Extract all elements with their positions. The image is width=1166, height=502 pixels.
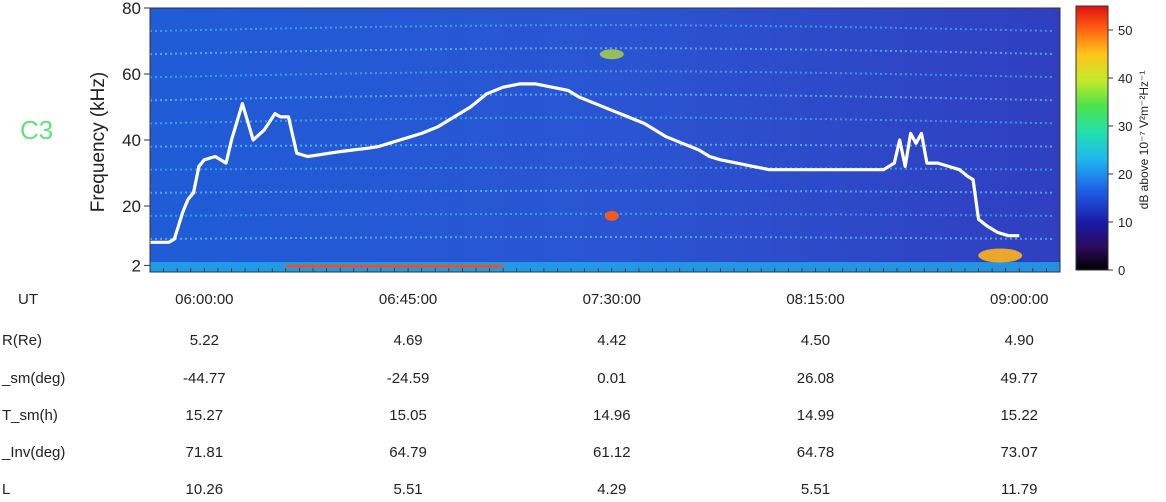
- satellite-label: C3: [20, 115, 53, 145]
- ephemeris-cell: 08:15:00: [786, 291, 844, 308]
- ephemeris-cell: 11.79: [1001, 481, 1037, 498]
- y-tick-label: 20: [122, 197, 141, 216]
- ephemeris-cell: 4.29: [597, 481, 626, 498]
- emission-bands: [150, 24, 1060, 272]
- ephemeris-row-label: _Inv(deg): [1, 444, 65, 461]
- y-tick-label: 40: [122, 131, 141, 150]
- ephemeris-table: UT 06:00:00 06:45:00 07:30:00 08:15:00 09:00:…: [1, 291, 1048, 498]
- y-tick-label: 2: [132, 256, 141, 275]
- y-axis-title: Frequency (kHz): [88, 72, 109, 212]
- ephemeris-cell: -44.77: [183, 370, 226, 387]
- colorbar-tick-label: 40: [1118, 71, 1132, 86]
- ephemeris-cell: 71.81: [186, 444, 224, 461]
- ephemeris-cell: 06:00:00: [175, 291, 233, 308]
- emission-band: [150, 236, 1055, 240]
- y-tick-label: 80: [122, 0, 141, 18]
- ephemeris-cell: 0.01: [597, 370, 626, 387]
- y-axis: 80 60 40 20 2: [122, 0, 150, 275]
- ephemeris-cell: 14.96: [593, 407, 631, 424]
- colorbar-tick-label: 0: [1118, 263, 1125, 278]
- emission-band: [150, 212, 1055, 217]
- x-axis: [149, 268, 1061, 272]
- emission-band: [150, 143, 1055, 148]
- ephemeris-cell: 26.08: [797, 370, 835, 387]
- emission-band: [150, 24, 1055, 33]
- ephemeris-row-label: R(Re): [2, 332, 42, 349]
- emission-band: [150, 70, 1055, 79]
- ephemeris-cell: 07:30:00: [583, 291, 641, 308]
- colorbar-scale: [1075, 5, 1109, 271]
- emission-band: [150, 189, 1055, 194]
- ephemeris-cell: 15.05: [389, 407, 427, 424]
- low-frequency-intense-band: [285, 264, 504, 268]
- ephemeris-cell: 09:00:00: [990, 291, 1048, 308]
- ephemeris-cell: 4.50: [801, 332, 830, 349]
- colorbar-title: dB above 10⁻⁷ V²m⁻²Hz⁻¹: [1137, 71, 1151, 210]
- emission-band: [150, 166, 1055, 171]
- ephemeris-row-label: L: [2, 481, 10, 498]
- ephemeris-cell: 10.26: [186, 481, 224, 498]
- ephemeris-row-label: _sm(deg): [1, 370, 65, 387]
- ephemeris-cell: 4.90: [1005, 332, 1034, 349]
- colorbar-ticks: 50 40 30 20 10 0: [1108, 23, 1132, 278]
- ephemeris-cell: 5.51: [393, 481, 422, 498]
- ephemeris-cell: 73.07: [1000, 444, 1038, 461]
- intense-emission-spot: [978, 248, 1023, 263]
- ephemeris-cell: 64.78: [797, 444, 835, 461]
- ephemeris-cell: 61.12: [593, 444, 631, 461]
- ephemeris-cell: 49.77: [1000, 370, 1038, 387]
- plasma-frequency-trace: [150, 82, 1020, 244]
- y-tick-label: 60: [122, 65, 141, 84]
- spectrogram-plot: 80 60 40 20 2: [122, 0, 1061, 275]
- emission-band: [150, 47, 1055, 56]
- colorbar-tick-label: 10: [1118, 215, 1132, 230]
- emission-band: [150, 116, 1055, 125]
- ephemeris-cell: 64.79: [389, 444, 427, 461]
- intense-emission-spot: [604, 210, 619, 221]
- ephemeris-cell: 15.27: [186, 407, 224, 424]
- ephemeris-cell: 5.51: [801, 481, 830, 498]
- ephemeris-row-label: T_sm(h): [2, 407, 58, 424]
- colorbar-tick-label: 30: [1118, 119, 1132, 134]
- ephemeris-cell: 14.99: [797, 407, 835, 424]
- colorbar-tick-label: 50: [1118, 23, 1132, 38]
- ephemeris-row-label: UT: [18, 291, 38, 308]
- ephemeris-cell: 4.42: [597, 332, 626, 349]
- ephemeris-cell: 06:45:00: [379, 291, 437, 308]
- emission-band: [150, 93, 1055, 102]
- ephemeris-cell: 15.22: [1000, 407, 1038, 424]
- ephemeris-cell: 4.69: [393, 332, 422, 349]
- low-frequency-band: [150, 262, 1060, 272]
- ephemeris-cell: -24.59: [387, 370, 430, 387]
- emission-patch: [599, 49, 624, 60]
- ephemeris-cell: 5.22: [190, 332, 219, 349]
- colorbar-tick-label: 20: [1118, 167, 1132, 182]
- colorbar: 50 40 30 20 10 0 dB above 10⁻⁷ V²m⁻²Hz⁻¹: [1075, 5, 1151, 278]
